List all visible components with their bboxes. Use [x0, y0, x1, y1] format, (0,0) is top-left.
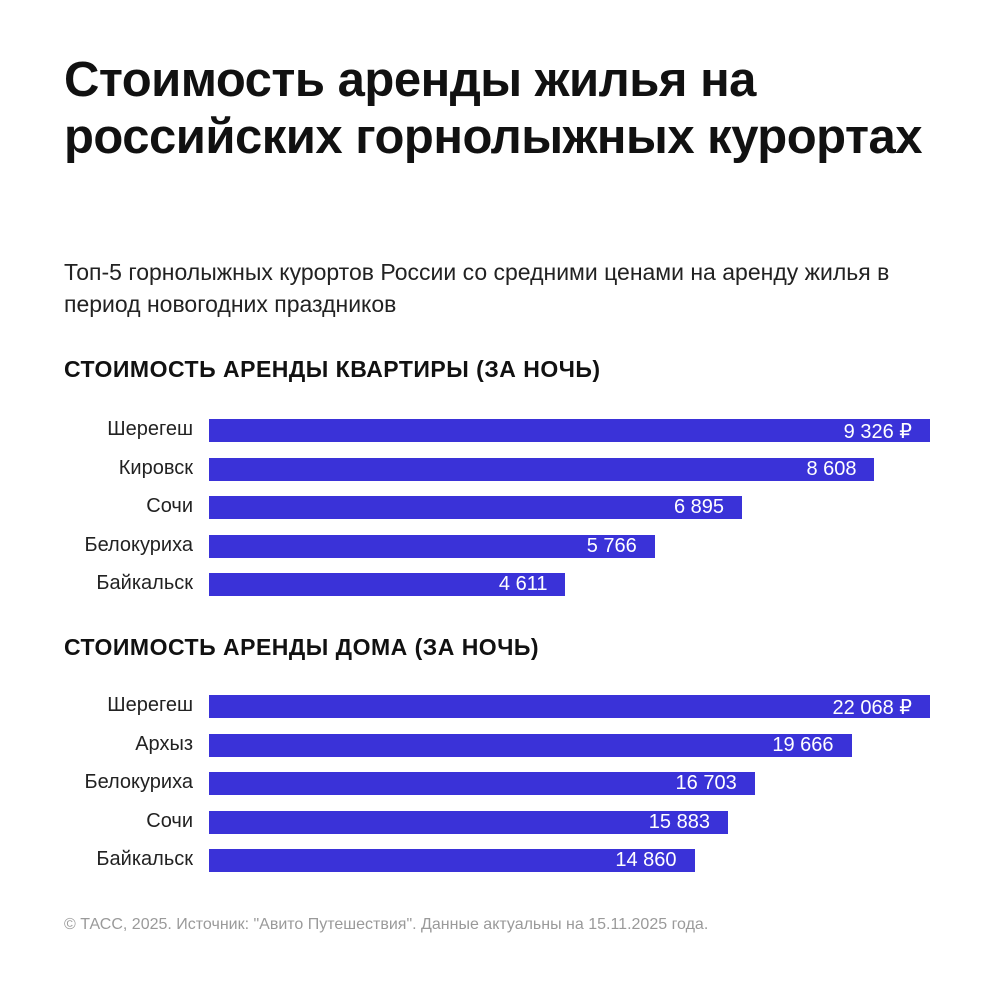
value-label: 15 883: [648, 810, 710, 833]
bar: [209, 419, 930, 442]
category-label: Байкальск: [96, 572, 193, 595]
bar: [209, 810, 728, 834]
category-label: Белокуриха: [84, 533, 193, 556]
category-label: Байкальск: [96, 848, 193, 871]
bar: [209, 457, 875, 481]
bar: [209, 573, 566, 597]
value-label: 22 068 ₽: [832, 697, 912, 719]
category-label: Сочи: [146, 809, 193, 832]
bar: [209, 849, 695, 873]
bar: [209, 534, 655, 558]
source-footer: © ТАСС, 2025. Источник: "Авито Путешеств…: [64, 916, 709, 933]
category-label: Шерегеш: [107, 418, 193, 440]
value-label: 19 666: [772, 733, 834, 756]
bar: [209, 733, 852, 757]
category-label: Архыз: [135, 732, 193, 755]
page-title: Стоимость аренды жилья на российских гор…: [64, 53, 922, 164]
subtitle: Топ-5 горнолыжных курортов России со сре…: [64, 259, 890, 317]
value-label: 4 611: [498, 573, 548, 596]
value-label: 6 895: [674, 496, 725, 519]
category-label: Шерегеш: [107, 694, 193, 716]
chart-title-house: СТОИМОСТЬ АРЕНДЫ ДОМА (ЗА НОЧЬ): [64, 634, 540, 660]
value-label: 16 703: [675, 772, 737, 795]
value-label: 9 326 ₽: [843, 421, 912, 443]
value-label: 14 860: [615, 849, 677, 872]
category-label: Сочи: [146, 495, 193, 518]
bar: [209, 695, 930, 718]
category-label: Кировск: [118, 456, 193, 479]
bar: [209, 496, 743, 520]
value-label: 5 766: [586, 534, 637, 557]
chart-title-apartment: СТОИМОСТЬ АРЕНДЫ КВАРТИРЫ (ЗА НОЧЬ): [64, 356, 601, 382]
category-label: Белокуриха: [84, 771, 193, 794]
bar: [209, 772, 755, 796]
value-label: 8 608: [806, 457, 857, 480]
